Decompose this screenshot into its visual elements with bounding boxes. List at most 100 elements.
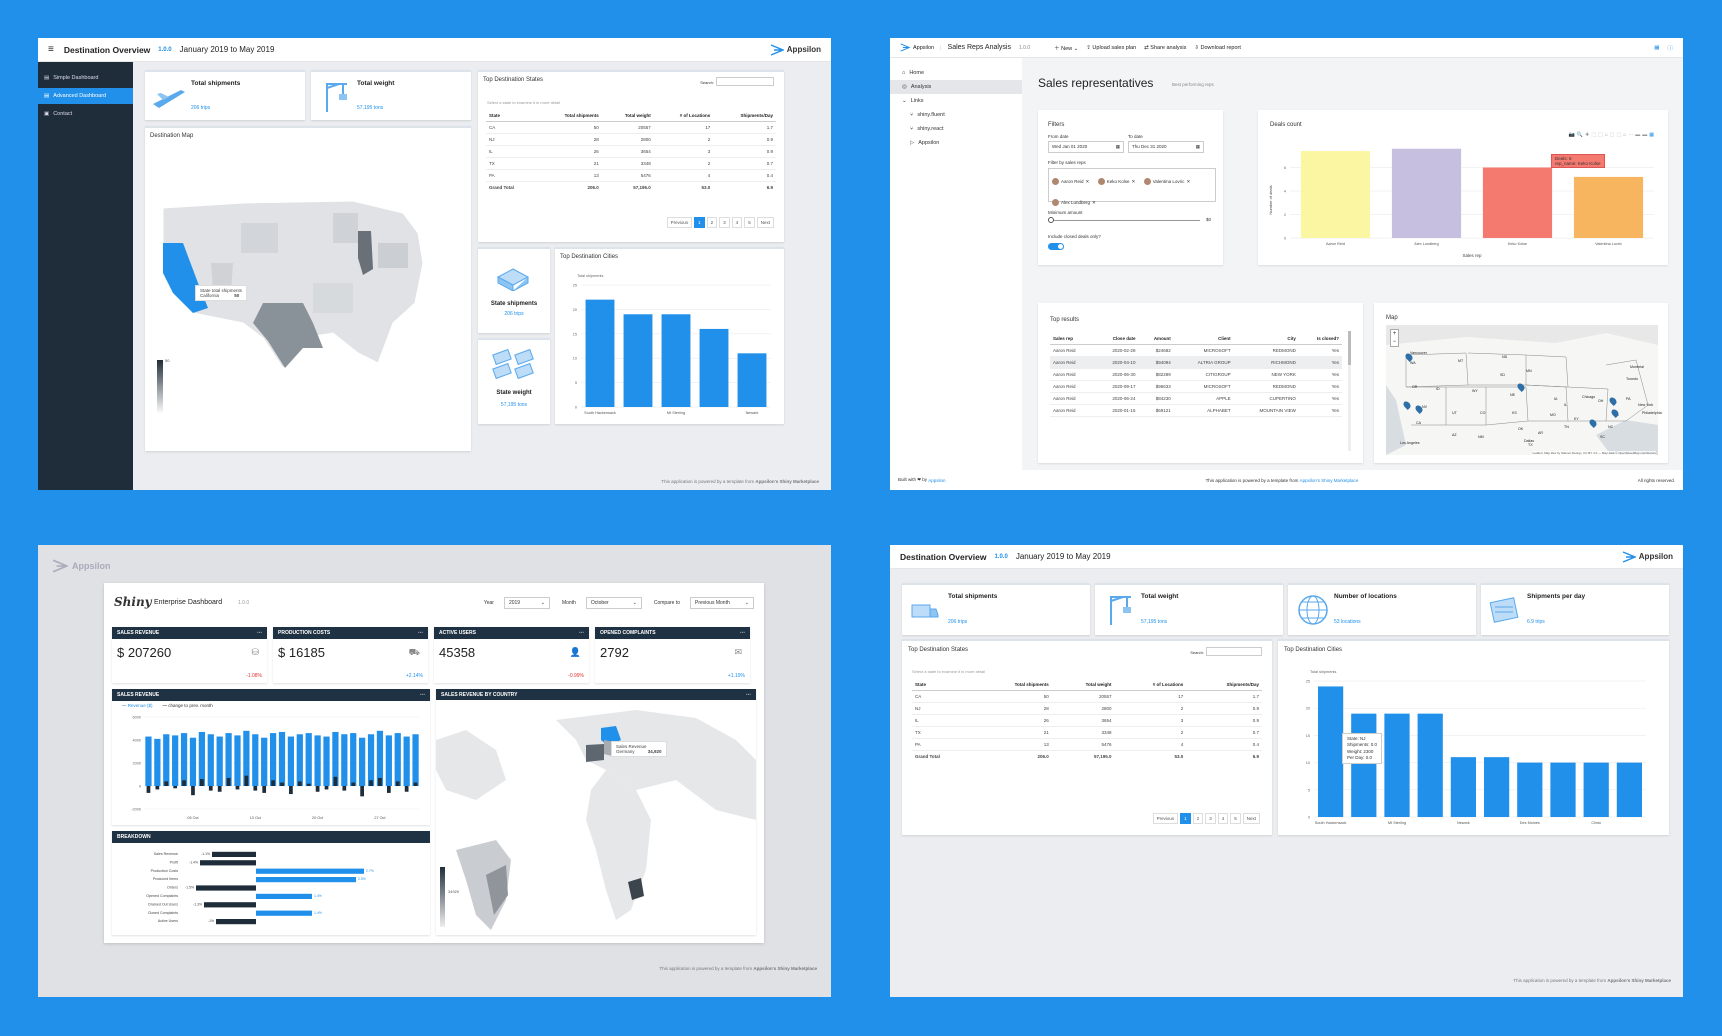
footer-link[interactable]: Appsilon's Shiny Marketplace	[755, 479, 819, 484]
page-button[interactable]: 4	[731, 217, 743, 228]
sidebar-item-contact[interactable]: ▣ Contact	[44, 111, 73, 117]
rep-chip[interactable]: Valentina Lovric ✕	[1143, 178, 1190, 185]
zoom-in-button[interactable]: +	[1392, 331, 1397, 337]
table-row[interactable]: IL 26 3654 3 0.9	[912, 714, 1262, 727]
more-icon[interactable]: ⋯	[746, 692, 751, 698]
nav-shiny-react[interactable]: ⑂ shiny.react	[910, 126, 944, 132]
footer-link[interactable]: Appsilon's Shiny Marketplace	[753, 966, 817, 971]
rep-chip[interactable]: Alex Lundberg ✕	[1052, 199, 1096, 206]
table-row[interactable]: TX 21 3348 2 0.7	[486, 157, 776, 170]
footer-link[interactable]: Appsilon's Shiny Marketplace	[1299, 477, 1359, 483]
toolbar-share[interactable]: ⇄ Share analysis	[1144, 44, 1187, 51]
nav-appsilon[interactable]: ▷ Appsilon	[910, 140, 940, 146]
sales-reps-picker[interactable]: Aaron Reid ✕ Keko Kolse ✕ Valentina Lovr…	[1048, 168, 1216, 206]
state-illinois[interactable]	[358, 231, 373, 275]
hamburger-icon[interactable]: ≡	[48, 44, 54, 55]
next-button[interactable]: Next	[756, 217, 774, 228]
table-row[interactable]: PA 13 5476 4 0.4	[912, 738, 1262, 751]
page-button[interactable]: 2	[1192, 813, 1204, 824]
table-row[interactable]: PA 13 5476 4 0.4	[486, 169, 776, 182]
built-link[interactable]: Appsilon	[928, 477, 946, 483]
table-row[interactable]: CA 50 20557 17 1.7	[486, 121, 776, 134]
table-row[interactable]: Aaron Reid 2020-01-15 $69121 ALPHABET MOUNTA…	[1050, 404, 1342, 417]
info-icon[interactable]: ⓘ	[1667, 45, 1673, 52]
table-row[interactable]: IL 26 3654 3 0.9	[486, 145, 776, 158]
to-date-input[interactable]: Thu Dec 31 2020 ▦	[1128, 141, 1204, 153]
zoom-control[interactable]: + −	[1390, 329, 1399, 347]
column-header[interactable]: Is closed?	[1298, 333, 1342, 345]
column-header[interactable]: Client	[1173, 333, 1234, 345]
column-header[interactable]: Close date	[1093, 333, 1139, 345]
toolbar-upload[interactable]: ⇪ Upload sales plan	[1086, 44, 1137, 51]
brand-name[interactable]: Appsilon	[913, 44, 935, 51]
search-input[interactable]	[716, 77, 774, 86]
page-button[interactable]: 1	[694, 217, 705, 228]
column-header[interactable]: State	[912, 679, 973, 691]
page-button[interactable]: 5	[744, 217, 755, 228]
column-header[interactable]: Shipments/Day	[1186, 679, 1262, 691]
more-icon[interactable]: ⋯	[420, 692, 425, 698]
zoom-out-button[interactable]: −	[1392, 339, 1397, 345]
world-choropleth-map[interactable]	[436, 700, 756, 935]
slider-handle[interactable]	[1048, 217, 1054, 223]
rep-chip[interactable]: Aaron Reid ✕	[1052, 178, 1089, 185]
minimum-amount-slider[interactable]	[1050, 220, 1200, 221]
more-icon[interactable]: ⋯	[740, 630, 745, 636]
column-header[interactable]: Total shipments	[536, 110, 602, 122]
sidebar-item-simple-dashboard[interactable]: ▤ Simple Dashboard	[44, 75, 99, 81]
compare-select[interactable]: Previous Month ⌄	[690, 597, 754, 609]
previous-button[interactable]: Previous	[1152, 813, 1179, 824]
column-header[interactable]: Total shipments	[972, 679, 1052, 691]
state-texas[interactable]	[253, 303, 323, 368]
search-input[interactable]	[1206, 647, 1262, 656]
page-button[interactable]: 5	[1230, 813, 1241, 824]
toolbar-download[interactable]: ⇩ Download report	[1194, 44, 1241, 51]
nav-shiny-fluent[interactable]: ⑂ shiny.fluent	[910, 112, 945, 118]
page-button[interactable]: 3	[1205, 813, 1216, 824]
nav-analysis[interactable]: ◎ Analysis	[890, 80, 1022, 94]
table-row[interactable]: NJ 28 2800 2 0.9	[912, 702, 1262, 715]
more-icon[interactable]: ⋯	[418, 630, 423, 636]
table-row[interactable]: Aaron Reid 2020-09-17 $95633 MICROSOFT REDMO…	[1050, 380, 1342, 393]
column-header[interactable]: Amount	[1138, 333, 1174, 345]
column-header[interactable]: # of Locations	[1114, 679, 1187, 691]
closed-deals-toggle[interactable]	[1048, 243, 1064, 250]
more-icon[interactable]: ⋯	[579, 630, 584, 636]
country-spain[interactable]	[586, 744, 604, 762]
table-row[interactable]: NJ 28 2800 2 0.9	[486, 133, 776, 146]
appsilon-logo[interactable]: Appsilon	[770, 43, 821, 56]
appsilon-logo[interactable]: Appsilon	[1622, 550, 1673, 563]
appsilon-logo[interactable]: Appsilon	[52, 559, 111, 573]
footer-link[interactable]: Appsilon's Shiny Marketplace	[1607, 978, 1671, 983]
table-row[interactable]: Aaron Reid 2020-02-28 $24682 MICROSOFT REDMO…	[1050, 344, 1342, 357]
month-select[interactable]: October ⌄	[585, 597, 642, 609]
page-button[interactable]: 1	[1180, 813, 1191, 824]
page-button[interactable]: 4	[1217, 813, 1229, 824]
table-row[interactable]: TX 21 3348 2 0.7	[912, 726, 1262, 739]
from-date-input[interactable]: Wed Jan 01 2020 ▦	[1048, 141, 1124, 153]
more-icon[interactable]: ⋯	[257, 630, 262, 636]
table-row[interactable]: Aaron Reid 2020-06-24 $84230 APPLE CUPERTINO…	[1050, 392, 1342, 405]
year-select[interactable]: 2019 ⌄	[503, 597, 550, 609]
column-header[interactable]: State	[486, 110, 537, 122]
scrollbar[interactable]	[1348, 331, 1351, 451]
plotly-toolbar[interactable]: 📷🔍✚⬚⬚⌂⬚⬚⌂⋯▬▬▦	[1568, 132, 1656, 138]
previous-button[interactable]: Previous	[666, 217, 693, 228]
column-header[interactable]: City	[1233, 333, 1299, 345]
column-header[interactable]: Total weight	[601, 110, 654, 122]
nav-home[interactable]: ⌂ Home	[902, 70, 924, 76]
page-button[interactable]: 2	[706, 217, 718, 228]
rep-chip[interactable]: Keko Kolse ✕	[1097, 178, 1135, 185]
nav-links[interactable]: ⌄ Links	[902, 98, 924, 104]
column-header[interactable]: Total weight	[1051, 679, 1115, 691]
column-header[interactable]: Sales rep	[1050, 333, 1094, 345]
page-button[interactable]: 3	[719, 217, 730, 228]
sidebar-item-advanced-dashboard[interactable]: ▤ Advanced Dashboard	[38, 88, 133, 104]
next-button[interactable]: Next	[1242, 813, 1260, 824]
column-header[interactable]: # of Locations	[653, 110, 714, 122]
table-row[interactable]: Aaron Reid 2020-04-10 $94094 ALTRIA GROUP RI…	[1050, 356, 1342, 369]
us-choropleth-map[interactable]	[153, 173, 453, 373]
toolbar-new[interactable]: ＋ New ⌄	[1054, 45, 1079, 52]
column-header[interactable]: Shipments/Day	[713, 110, 776, 122]
chart-icon[interactable]: ▦	[1654, 44, 1660, 51]
